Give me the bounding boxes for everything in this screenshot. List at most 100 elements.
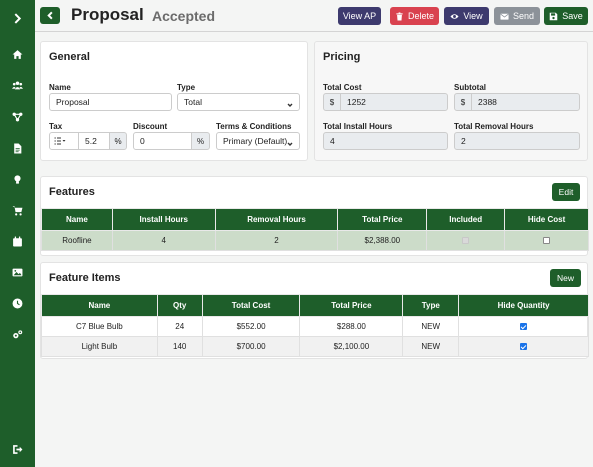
feature-items-table: Name Qty Total Cost Total Price Type Hid… — [41, 294, 589, 357]
chevron-down-icon — [287, 139, 293, 146]
col-header-type: Type — [402, 294, 460, 317]
install-hours-input: 4 — [323, 132, 448, 150]
feature-items-title: Feature Items — [49, 272, 121, 284]
item-qty: 140 — [156, 336, 203, 357]
hide-cost-checkbox[interactable] — [543, 237, 551, 245]
send-button[interactable]: Send — [494, 7, 540, 25]
col-header-total-price: Total Price — [299, 294, 404, 317]
discount-unit: % — [191, 132, 210, 150]
sidebar — [0, 0, 35, 467]
item-total-cost: $700.00 — [201, 336, 301, 357]
chevron-right-icon[interactable] — [0, 8, 35, 28]
delete-label: Delete — [407, 11, 434, 21]
features-table: Name Install Hours Removal Hours Total P… — [41, 208, 589, 251]
gears-icon[interactable] — [0, 324, 35, 344]
col-header-removal-hours: Removal Hours — [214, 208, 339, 231]
features-header-row: Name Install Hours Removal Hours Total P… — [41, 208, 589, 231]
table-row[interactable]: C7 Blue Bulb 24 $552.00 $288.00 NEW — [41, 316, 589, 337]
list-caret-icon — [54, 137, 66, 145]
image-icon[interactable] — [0, 262, 35, 282]
cart-icon[interactable] — [0, 200, 35, 220]
item-type: NEW — [402, 336, 460, 357]
tax-input[interactable]: 5.2 — [78, 132, 110, 150]
feature-removal-hours: 2 — [214, 230, 339, 251]
delete-button[interactable]: Delete — [390, 7, 439, 25]
view-ap-button[interactable]: View AP — [338, 7, 381, 25]
save-button[interactable]: Save — [544, 7, 588, 25]
feature-hide-cost-cell — [504, 230, 589, 251]
item-name: Light Bulb — [41, 336, 158, 357]
col-header-included: Included — [426, 208, 506, 231]
features-title: Features — [49, 186, 95, 198]
name-input[interactable]: Proposal — [49, 93, 172, 111]
col-header-total-price: Total Price — [337, 208, 428, 231]
eye-icon — [450, 13, 459, 19]
included-checkbox — [462, 237, 470, 245]
table-row[interactable]: Light Bulb 140 $700.00 $2,100.00 NEW — [41, 336, 589, 357]
hide-quantity-checkbox[interactable] — [520, 343, 528, 351]
item-name: C7 Blue Bulb — [41, 316, 158, 337]
type-label: Type — [177, 83, 196, 92]
feature-install-hours: 4 — [111, 230, 216, 251]
col-header-qty: Qty — [156, 294, 203, 317]
total-cost-label: Total Cost — [323, 83, 362, 92]
pricing-title: Pricing — [323, 51, 361, 63]
removal-hours-label: Total Removal Hours — [454, 122, 534, 131]
status-label: Accepted — [152, 8, 216, 24]
new-feature-item-button[interactable]: New — [550, 269, 581, 287]
trash-icon — [396, 11, 403, 21]
feature-included-cell — [426, 230, 506, 251]
clock-icon[interactable] — [0, 293, 35, 313]
terms-select[interactable]: Primary (Default) — [216, 132, 300, 150]
item-total-price: $2,100.00 — [299, 336, 404, 357]
item-qty: 24 — [156, 316, 203, 337]
item-hide-qty-cell — [458, 316, 589, 337]
feature-items-card: Feature Items New Name Qty Total Cost To… — [40, 262, 589, 359]
item-total-cost: $552.00 — [201, 316, 301, 337]
subtotal-label: Subtotal — [454, 83, 486, 92]
home-icon[interactable] — [0, 44, 35, 64]
discount-input[interactable]: 0 — [133, 132, 192, 150]
page-title: Proposal — [71, 5, 144, 24]
general-card: General Name Proposal Type Total Tax 5.2… — [40, 41, 308, 161]
document-icon[interactable] — [0, 138, 35, 158]
back-button[interactable] — [40, 7, 60, 24]
share-nodes-icon[interactable] — [0, 106, 35, 126]
chevron-left-icon — [46, 11, 53, 20]
col-header-install-hours: Install Hours — [111, 208, 216, 231]
view-button[interactable]: View — [444, 7, 489, 25]
type-select[interactable]: Total — [177, 93, 300, 111]
discount-label: Discount — [133, 122, 168, 131]
sign-out-icon[interactable] — [0, 439, 35, 459]
name-label: Name — [49, 83, 71, 92]
subtotal-prefix: $ — [454, 93, 472, 111]
removal-hours-input: 2 — [454, 132, 580, 150]
view-ap-label: View AP — [342, 11, 377, 21]
feature-total-price: $2,388.00 — [337, 230, 428, 251]
item-type: NEW — [402, 316, 460, 337]
tax-unit: % — [109, 132, 127, 150]
feature-name: Roofline — [41, 230, 113, 251]
feature-items-header-row: Name Qty Total Cost Total Price Type Hid… — [41, 294, 589, 317]
send-label: Send — [512, 11, 535, 21]
col-header-name: Name — [41, 294, 158, 317]
lightbulb-icon[interactable] — [0, 169, 35, 189]
col-header-hide-cost: Hide Cost — [504, 208, 589, 231]
features-card: Features Edit Name Install Hours Removal… — [40, 176, 589, 256]
pricing-card: Pricing Total Cost $ 1252 Subtotal $ 238… — [314, 41, 588, 161]
users-icon[interactable] — [0, 75, 35, 95]
col-header-total-cost: Total Cost — [201, 294, 301, 317]
terms-value: Primary (Default) — [223, 136, 287, 146]
view-label: View — [463, 11, 483, 21]
general-title: General — [49, 51, 90, 63]
table-row[interactable]: Roofline 4 2 $2,388.00 — [41, 230, 589, 251]
calendar-icon[interactable] — [0, 231, 35, 251]
col-header-hide-quantity: Hide Quantity — [458, 294, 589, 317]
item-hide-qty-cell — [458, 336, 589, 357]
tax-mode-dropdown[interactable] — [49, 132, 79, 150]
edit-features-button[interactable]: Edit — [552, 183, 580, 201]
floppy-disk-icon — [549, 12, 558, 20]
hide-quantity-checkbox[interactable] — [520, 323, 528, 331]
main-content: Proposal Accepted View AP Delete View Se… — [35, 0, 593, 467]
subtotal-input: 2388 — [471, 93, 580, 111]
